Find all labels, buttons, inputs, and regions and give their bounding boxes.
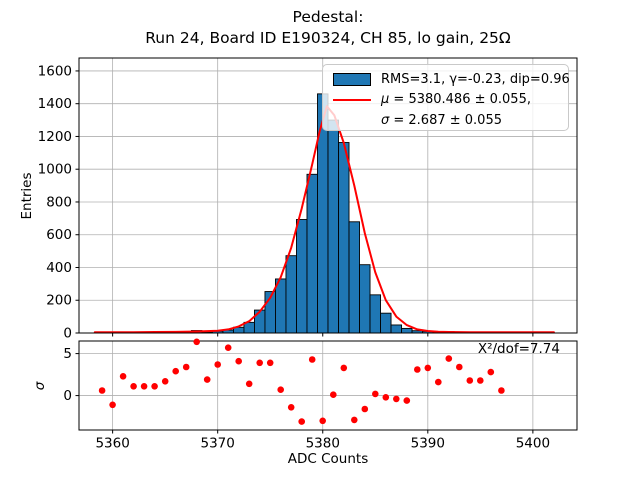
- residual-panel-frame: [78, 340, 578, 431]
- residual-point: [287, 404, 295, 411]
- residual-point: [414, 366, 421, 373]
- x-tick-label: 5360: [95, 436, 129, 452]
- residual-point: [119, 373, 127, 380]
- histogram-bar: [275, 278, 287, 334]
- residual-point: [477, 377, 484, 384]
- histogram-bar: [338, 142, 350, 334]
- residual-point: [445, 355, 453, 362]
- residual-point: [172, 367, 179, 375]
- residual-point: [361, 405, 369, 413]
- histogram-bar: [348, 221, 360, 334]
- residual-point: [466, 377, 474, 384]
- residual-point: [372, 390, 379, 398]
- histogram-bar: [380, 312, 392, 334]
- histogram-bar: [296, 219, 308, 334]
- residual-point: [130, 383, 137, 390]
- residual-point: [319, 417, 327, 425]
- residual-point: [456, 363, 463, 371]
- residual-point: [140, 383, 148, 390]
- residual-point: [109, 401, 116, 409]
- legend-fit-line-swatch: [333, 98, 371, 101]
- legend-entry-fit-line1: μ = 5380.486 ± 0.055,: [333, 90, 568, 111]
- histogram-bar: [254, 309, 266, 334]
- histogram-bar: [327, 119, 339, 334]
- y-axis-label-entries: Entries: [19, 172, 35, 220]
- y-axis-label-sigma: σ: [32, 381, 48, 391]
- histogram-bar: [306, 173, 318, 334]
- histogram-bar: [401, 327, 413, 334]
- residual-point: [308, 356, 316, 363]
- residual-point: [224, 344, 232, 352]
- residual-point: [266, 359, 274, 367]
- legend-entry-fit-line2: σ = 2.687 ± 0.055: [333, 110, 568, 131]
- residual-point: [340, 364, 348, 372]
- histogram-bar: [369, 294, 381, 334]
- x-tick-label: 5380: [306, 436, 340, 452]
- residual-point: [256, 359, 264, 367]
- residual-point: [151, 383, 158, 390]
- y-tick-label-main: 1200: [38, 129, 72, 145]
- x-axis-label: ADC Counts: [287, 451, 369, 467]
- y-tick-label-main: 1000: [38, 162, 72, 178]
- main-panel-frame: [78, 57, 578, 334]
- chi2-annotation: X²/dof=7.74: [477, 341, 560, 357]
- residual-point: [203, 376, 211, 383]
- residual-point: [161, 378, 169, 385]
- legend: RMS=3.1, γ=-0.23, dip=0.96 μ = 5380.486 …: [322, 64, 570, 131]
- residual-point: [235, 357, 242, 365]
- legend-entry-histogram: RMS=3.1, γ=-0.23, dip=0.96: [333, 69, 570, 90]
- y-tick-label-residual: 5: [63, 346, 72, 362]
- residual-point: [298, 418, 306, 425]
- residual-point: [330, 391, 337, 399]
- histogram-bar: [359, 264, 371, 334]
- residual-point: [193, 338, 200, 346]
- x-tick-label: 5370: [201, 436, 235, 452]
- y-tick-label-main: 400: [46, 260, 72, 276]
- y-tick-label-main: 1600: [38, 63, 72, 79]
- residual-point: [277, 386, 285, 394]
- residual-point: [435, 378, 442, 386]
- histogram-bar: [285, 255, 297, 334]
- y-tick-label-main: 1400: [38, 96, 72, 112]
- residual-point: [245, 380, 253, 388]
- y-tick-label-residual: 0: [63, 388, 72, 404]
- y-tick-label-main: 600: [46, 227, 72, 243]
- chart-title: Pedestal: Run 24, Board ID E190324, CH 8…: [79, 7, 577, 49]
- legend-fit-sigma-label: σ = 2.687 ± 0.055: [381, 112, 502, 128]
- title-line-1: Pedestal:: [292, 8, 364, 26]
- residual-point: [487, 368, 495, 376]
- residual-point: [424, 364, 432, 372]
- residual-point: [351, 416, 358, 424]
- residual-point: [403, 397, 411, 404]
- title-line-2: Run 24, Board ID E190324, CH 85, lo gain…: [145, 29, 511, 47]
- residual-point: [382, 394, 390, 401]
- residual-point: [498, 387, 505, 394]
- residual-point: [98, 387, 106, 394]
- x-tick-label: 5400: [516, 436, 550, 452]
- x-tick-label: 5390: [411, 436, 445, 452]
- histogram-bar: [390, 324, 403, 334]
- y-tick-label-main: 200: [46, 293, 72, 309]
- legend-histogram-label: RMS=3.1, γ=-0.23, dip=0.96: [381, 71, 570, 87]
- legend-histogram-swatch: [333, 72, 371, 86]
- residual-point: [393, 395, 400, 403]
- y-tick-label-main: 0: [63, 326, 72, 342]
- legend-fit-mu-label: μ = 5380.486 ± 0.055,: [381, 92, 531, 108]
- y-tick-label-main: 800: [46, 194, 72, 210]
- residual-point: [214, 361, 221, 368]
- residual-point: [182, 363, 190, 371]
